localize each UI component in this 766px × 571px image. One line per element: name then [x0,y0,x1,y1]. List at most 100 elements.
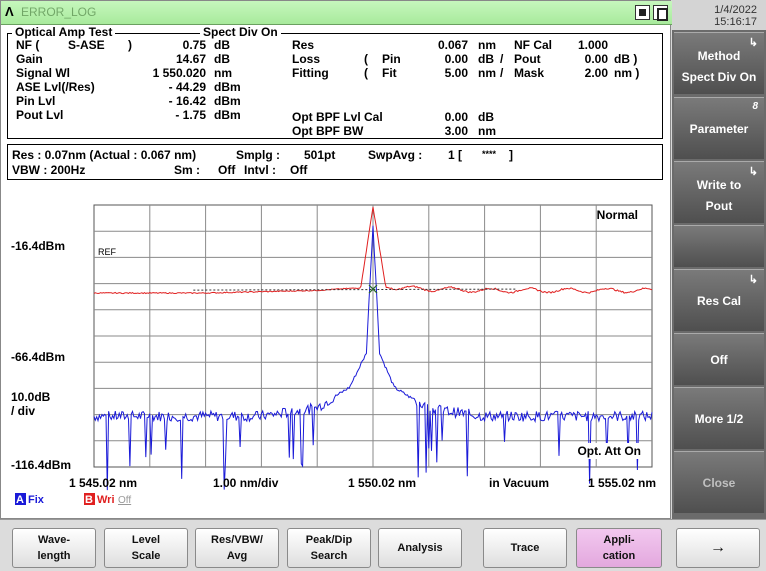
pin-value: - 16.42 [168,94,206,108]
fitting-paren: ( [364,66,368,80]
normal-label: Normal [597,208,638,222]
softkey-6[interactable]: Off [674,333,764,385]
nf-value: 0.75 [182,38,206,52]
nf-type: S-ASE [68,38,105,52]
trace-b-state: Wri [97,494,115,506]
scale-label-1: 10.0dB [11,390,51,404]
fit-label: Fit [382,66,397,80]
function-key-label: Peak/Dip [305,534,353,546]
sm-label: Sm : [174,163,201,177]
trace-a-state: Fix [28,494,45,506]
softkey-label: Method [697,49,741,63]
vbw-setting: VBW : 200Hz [12,163,86,177]
x-start-label: 1 545.02 nm [69,476,137,490]
loss-pin-value: 0.00 [444,52,468,66]
function-key-label: Appli- [603,534,635,546]
function-key-8[interactable]: → [676,528,760,568]
section-title: Optical Amp Test [12,25,116,39]
ase-value: - 44.29 [168,80,206,94]
y-top-label: -16.4dBm [11,239,65,253]
scale-label-2: / div [11,404,35,418]
fit-slash: / [500,66,504,80]
ase-label: ASE Lvl(/Res) [16,80,95,94]
sweep-settings-box: Res : 0.07nm (Actual : 0.067 nm) VBW : 2… [7,144,663,180]
softkey-2[interactable]: 8 Parameter [674,97,764,159]
softkey-3[interactable]: ↳ Write to Pout [674,161,764,223]
softkey-1[interactable]: ↳ Method Spect Div On [674,32,764,94]
trace-b-line [93,206,653,295]
amp-test-results-panel: Optical Amp Test Spect Div On NF ( S-ASE… [7,25,663,139]
minimize-button[interactable] [635,5,650,20]
softkey-label: Off [710,353,728,367]
function-key-label: Level [131,534,161,546]
loss-pout-unit: dB ) [614,52,638,66]
x-center-label: 1 550.02 nm [348,476,416,490]
fitting-label: Fitting [292,66,329,80]
swpavg-close: ] [509,148,513,162]
gain-unit: dB [214,52,230,66]
function-key-sublabel: cation [602,550,636,562]
nf-close: ) [128,38,132,52]
res-label: Res [292,38,315,52]
signal-wl-value: 1 550.020 [152,66,206,80]
spectrum-chart[interactable]: -16.4dBm -66.4dBm 10.0dB / div -116.4dBm… [1,187,672,517]
trace-b-badge[interactable] [84,493,95,505]
x-div-label: 1.00 nm/div [213,476,279,490]
trace-a-badge[interactable] [15,493,26,505]
function-key-7[interactable]: Appli-cation [576,528,662,568]
datetime-display: 1/4/2022 15:16:17 [672,0,766,30]
softkey-number: 8 [752,101,758,112]
res-unit: nm [478,38,496,52]
restore-button[interactable] [653,5,668,21]
nf-cal-label: NF Cal [514,38,553,52]
softkey-label: Write to [696,178,742,192]
function-key-3[interactable]: Res/VBW/Avg [195,528,279,568]
pout-label: Pout Lvl [16,108,64,122]
function-key-sublabel: Scale [131,550,161,562]
trace-b-extra: Off [118,495,131,506]
swpavg-label: SwpAvg : [368,148,423,162]
signal-wl-label: Signal Wl [16,66,70,80]
function-key-label: → [710,539,726,556]
softkey-5[interactable]: ↳ Res Cal [674,269,764,331]
ase-unit: dBm [214,80,241,94]
function-key-2[interactable]: Level Scale [104,528,188,568]
marker-cross-stroke [368,284,378,294]
softkey-7[interactable]: More 1/2 [674,387,764,449]
opt-att-bg [571,443,643,459]
function-key-6[interactable]: Trace [483,528,567,568]
ase-fit-line [193,288,517,291]
function-key-bar: Wave-length Level Scale Res/VBW/Avg Peak/Dip… [0,519,766,571]
function-key-label: Trace [510,542,540,554]
function-key-5[interactable]: Analysis [378,528,462,568]
chart-grid [93,204,653,468]
loss-pout-label: Pout [514,52,541,66]
smplg-label: Smplg : [236,148,280,162]
function-key-4[interactable]: Peak/Dip Search [287,528,371,568]
x-medium-label: in Vacuum [489,476,549,490]
fit-value: 5.00 [444,66,468,80]
softkey-8[interactable]: Close [674,451,764,513]
res-setting: Res : 0.07nm (Actual : 0.067 nm) [12,148,197,162]
nf-unit: dB [214,38,230,52]
main-window: Λ ERROR_LOG Optical Amp Test Spect Div O… [0,0,672,519]
loss-slash: / [500,52,504,66]
softkey-4[interactable] [674,225,764,267]
swpavg-value: 1 [ [448,148,463,162]
fit-unit: nm [478,66,496,80]
y-mid-label: -66.4dBm [11,350,65,364]
signal-wl-unit: nm [214,66,232,80]
app-logo-icon: Λ [5,4,14,19]
pout-unit: dBm [214,108,241,122]
sm-value: Off [218,163,236,177]
softkey-label: Close [702,476,736,490]
function-key-1[interactable]: Wave-length [12,528,96,568]
marker-cross-icon [368,284,378,294]
bpf-bw-label: Opt BPF BW [292,124,364,138]
x-end-label: 1 555.02 nm [588,476,656,490]
submenu-arrow-icon: ↳ [748,37,758,49]
softkey-label: Res Cal [696,294,742,308]
trace-b-letter: B [85,494,93,506]
softkey-label: More 1/2 [694,412,744,426]
function-key-label: Res/VBW/ [211,534,263,546]
